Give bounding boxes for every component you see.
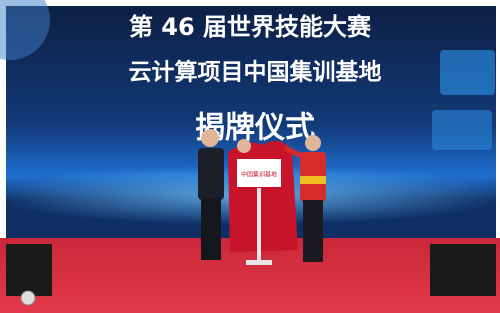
person-middle-head [237, 139, 251, 153]
laptop-graphic [432, 110, 492, 150]
plaque-stand [257, 188, 261, 262]
title-line: 云计算项目中国集训基地 [129, 59, 382, 86]
trousers [201, 198, 221, 260]
head [305, 135, 321, 151]
plaque-text: 中国集训基地 [241, 171, 277, 179]
page: {"screen": {"title_lines": ["第 46 届世界技能大… [0, 0, 500, 313]
jacket [198, 148, 224, 200]
stand-base [246, 260, 272, 265]
corner-icon [21, 291, 35, 305]
speaker-left [6, 244, 52, 296]
speaker-right [430, 244, 496, 296]
server-graphic [440, 50, 495, 95]
head [201, 129, 219, 147]
person-left [198, 129, 224, 260]
title-line: 第 46 届世界技能大赛 [129, 13, 372, 41]
jacket-stripe [300, 176, 326, 184]
trousers [303, 200, 323, 262]
photo: 第 46 届世界技能大赛 云计算项目中国集训基地 揭牌仪式 中国集训基地 [0, 0, 500, 313]
